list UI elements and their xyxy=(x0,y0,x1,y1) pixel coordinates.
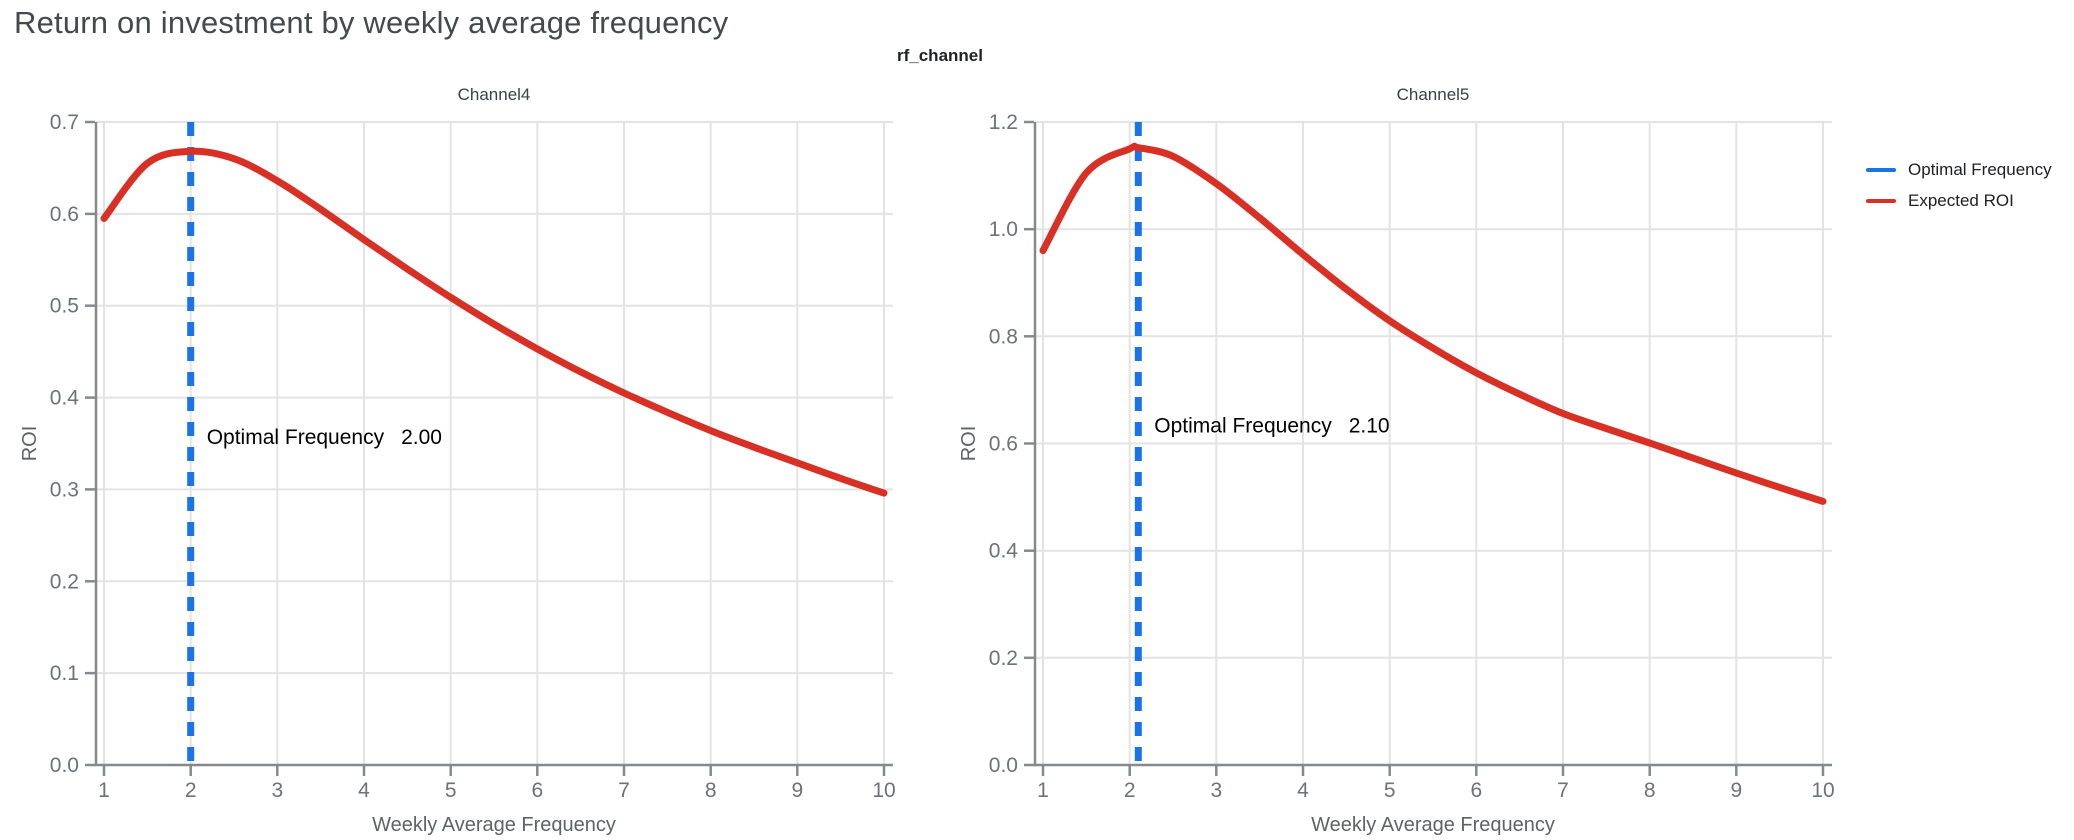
legend-label-expected-roi: Expected ROI xyxy=(1908,191,2014,210)
channel4-x-tick-label: 9 xyxy=(791,779,803,802)
channel4-y-tick-label: 0.4 xyxy=(50,387,80,410)
channel5-y-tick-label: 1.2 xyxy=(989,111,1018,134)
channel4-x-tick-label: 2 xyxy=(185,779,197,802)
page-title: Return on investment by weekly average f… xyxy=(14,5,729,40)
channel4-x-tick-label: 3 xyxy=(271,779,283,802)
channel4-y-tick-label: 0.5 xyxy=(50,295,79,318)
channel4-x-tick-label: 5 xyxy=(445,779,457,802)
channel4-y-tick-label: 0.2 xyxy=(50,570,79,593)
channel5-expected-roi-curve xyxy=(1039,142,1827,505)
channel5-x-tick-label: 1 xyxy=(1037,779,1049,802)
channel4-x-axis-title: Weekly Average Frequency xyxy=(372,814,616,836)
legend-item-expected-roi: Expected ROI xyxy=(1866,191,2052,211)
channel4-subplot-title: Channel4 xyxy=(458,85,531,104)
channel4-optimal-frequency-annotation: Optimal Frequency 2.00 xyxy=(207,426,442,449)
channel5-y-tick-label: 0.4 xyxy=(989,540,1019,563)
legend-item-optimal-frequency: Optimal Frequency xyxy=(1866,160,2052,180)
channel4-x-tick-label: 10 xyxy=(872,779,895,802)
channel5-y-tick-label: 0.0 xyxy=(989,754,1018,777)
channel4-x-tick-label: 8 xyxy=(705,779,717,802)
channel5-x-axis-title: Weekly Average Frequency xyxy=(1311,814,1555,836)
legend-label-optimal-frequency: Optimal Frequency xyxy=(1908,160,2052,179)
facet-title: rf_channel xyxy=(897,46,983,65)
channel4-y-axis-title: ROI xyxy=(19,426,41,462)
channel5-x-tick-label: 10 xyxy=(1811,779,1834,802)
channel4-y-tick-label: 0.0 xyxy=(50,754,79,777)
channel4-y-tick-label: 0.1 xyxy=(50,662,79,685)
channel4-y-tick-label: 0.3 xyxy=(50,478,79,501)
channel4-expected-roi-curve xyxy=(100,147,888,497)
channel5-x-tick-label: 5 xyxy=(1384,779,1396,802)
channel5-y-axis-title: ROI xyxy=(958,426,980,462)
channel4-y-tick-label: 0.6 xyxy=(50,203,79,226)
channel5-x-tick-label: 3 xyxy=(1210,779,1222,802)
channel5-x-tick-label: 6 xyxy=(1470,779,1482,802)
channel4-x-tick-label: 1 xyxy=(98,779,110,802)
channel5-optimal-frequency-annotation: Optimal Frequency 2.10 xyxy=(1154,415,1389,438)
channel4-x-tick-label: 6 xyxy=(531,779,543,802)
channel5-subplot-title: Channel5 xyxy=(1397,85,1470,104)
channel5-y-tick-label: 0.6 xyxy=(989,433,1018,456)
channel5-x-tick-label: 7 xyxy=(1557,779,1569,802)
channel5-x-tick-label: 8 xyxy=(1644,779,1656,802)
channel5-x-tick-label: 2 xyxy=(1124,779,1136,802)
optimal-frequency-legend-swatch xyxy=(1866,168,1896,172)
channel4-y-tick-label: 0.7 xyxy=(50,111,79,134)
expected-roi-legend-swatch xyxy=(1866,199,1896,203)
channel5-x-tick-label: 4 xyxy=(1297,779,1309,802)
channel5-y-tick-label: 1.0 xyxy=(989,218,1018,241)
channel5-x-tick-label: 9 xyxy=(1730,779,1742,802)
channel4-x-tick-label: 7 xyxy=(618,779,630,802)
channel5-y-tick-label: 0.2 xyxy=(989,647,1018,670)
channel5-y-tick-label: 0.8 xyxy=(989,325,1018,348)
legend: Optimal Frequency Expected ROI xyxy=(1866,160,2052,211)
channel4-x-tick-label: 4 xyxy=(358,779,370,802)
